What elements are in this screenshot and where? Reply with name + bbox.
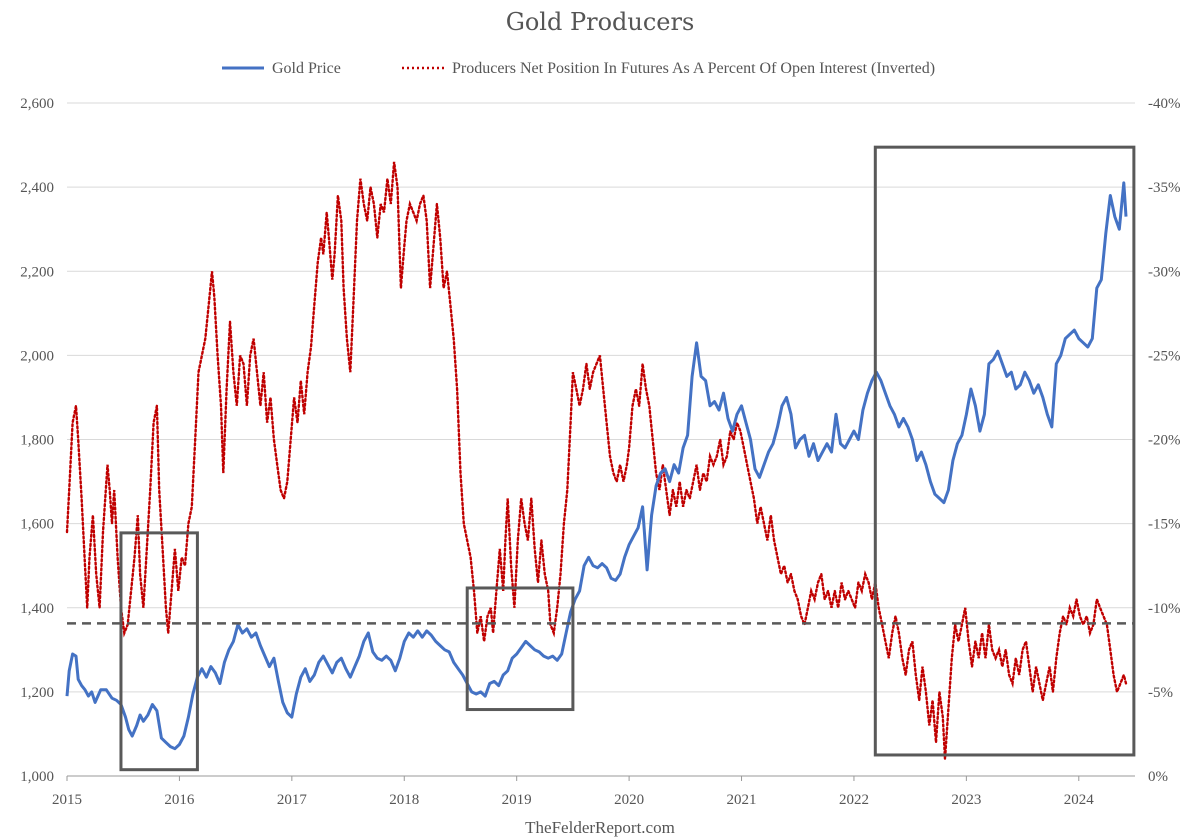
right-tick-label: -20% [1148,433,1181,449]
left-tick-label: 1,000 [20,769,54,785]
x-tick-label: 2024 [1064,792,1095,808]
left-tick-label: 1,200 [20,685,54,701]
right-tick-label: -30% [1148,264,1181,280]
x-tick-label: 2022 [839,792,869,808]
x-tick-label: 2018 [389,792,419,808]
legend-gold-price-label: Gold Price [272,60,341,77]
left-tick-label: 2,400 [20,180,54,196]
x-axis-ticks: 2015 2016 2017 2018 2019 2020 2021 2022 2023 2024 [52,776,1094,808]
source-credit: TheFelderReport.com [525,818,675,837]
right-tick-label: -5% [1148,685,1173,701]
right-tick-label: 0% [1148,769,1168,785]
x-tick-label: 2015 [52,792,82,808]
right-tick-label: -15% [1148,517,1181,533]
highlight-box [119,531,199,772]
x-tick-label: 2019 [502,792,532,808]
left-axis-ticks: 1,000 1,200 1,400 1,600 1,800 2,000 2,200 2,400… [20,96,54,785]
right-tick-label: -10% [1148,601,1181,617]
left-tick-label: 2,600 [20,96,54,112]
left-tick-label: 2,000 [20,348,54,364]
right-tick-label: -35% [1148,180,1181,196]
legend: Gold Price Producers Net Position In Fut… [222,60,935,77]
highlight-boxes [119,145,1136,772]
right-tick-label: -40% [1148,96,1181,112]
highlight-box [465,586,575,712]
right-tick-label: -25% [1148,348,1181,364]
x-tick-label: 2016 [164,792,195,808]
left-tick-label: 1,800 [20,433,54,449]
x-tick-label: 2021 [727,792,757,808]
series-line-producers-net-position [65,161,1128,760]
gridlines [67,102,1135,693]
x-tick-label: 2023 [951,792,981,808]
x-tick-label: 2017 [277,792,308,808]
chart-title: Gold Producers [506,8,695,36]
left-tick-label: 1,400 [20,601,54,617]
highlight-box [873,145,1136,757]
right-axis-ticks: 0% -5% -10% -15% -20% -25% -30% -35% -40% [1148,96,1181,785]
x-tick-label: 2020 [614,792,644,808]
legend-producers-label: Producers Net Position In Futures As A P… [452,60,935,77]
left-tick-label: 1,600 [20,517,54,533]
left-tick-label: 2,200 [20,264,54,280]
series-line-gold-price [65,181,1128,751]
